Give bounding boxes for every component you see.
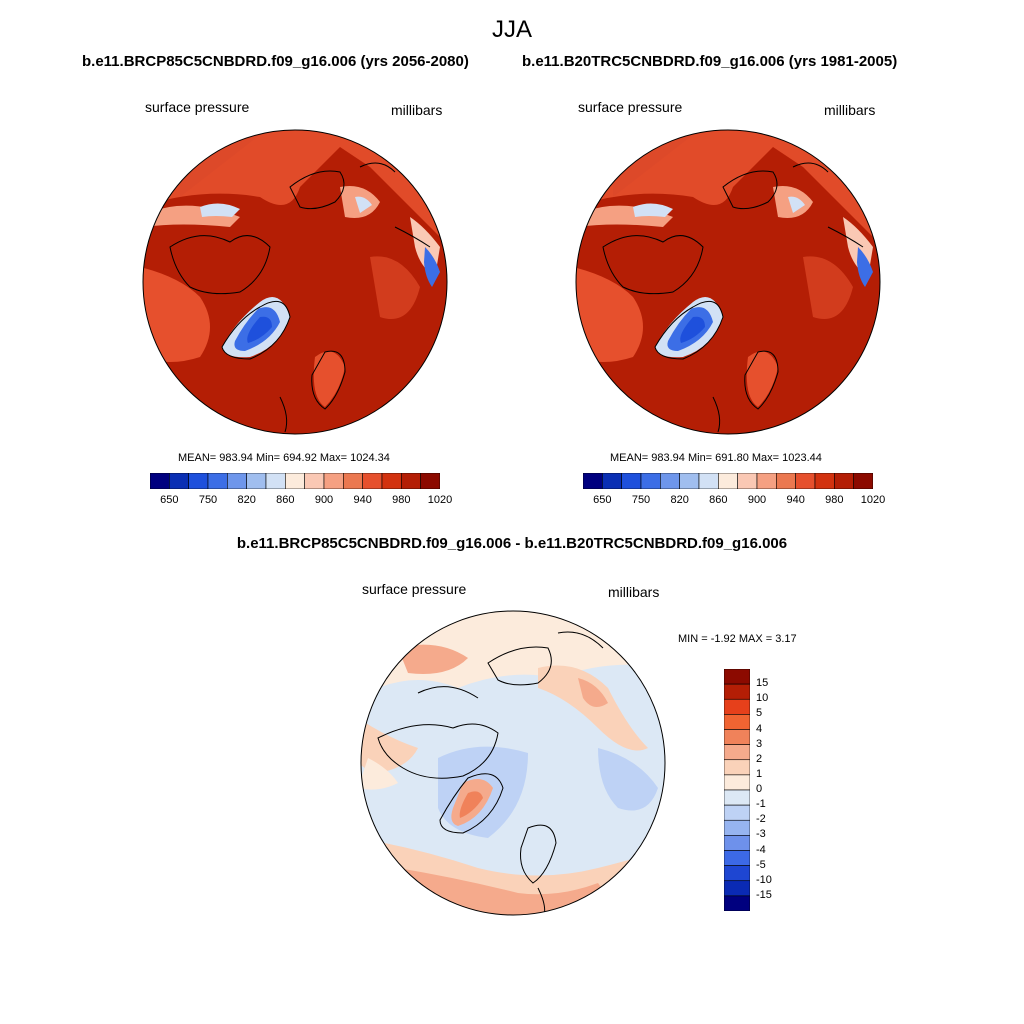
- colorbar-swatch: [602, 473, 622, 489]
- panel-3-stats: MIN = -1.92 MAX = 3.17: [678, 633, 797, 645]
- panel-3-colorbar-labels: 15 10 5 4 3 2 1 0 -1 -2 -3 -4 -5 -10 -15: [756, 669, 796, 911]
- colorbar-swatch: [724, 759, 750, 776]
- panel-2-polar-map: [575, 129, 881, 435]
- colorbar-swatch: [776, 473, 796, 489]
- colorbar-swatch: [640, 473, 661, 489]
- colorbar-swatch: [724, 744, 750, 761]
- colorbar-tick-label: 0: [756, 783, 763, 795]
- colorbar-tick-label: 2: [756, 752, 763, 765]
- panel-3-variable-label: surface pressure: [362, 581, 467, 597]
- colorbar-swatch: [834, 473, 854, 489]
- colorbar-swatch: [304, 473, 325, 489]
- panel-2-colorbar: [583, 473, 873, 489]
- panel-3-colorbar: [724, 669, 750, 911]
- panel-3-units-label: millibars: [608, 584, 660, 600]
- colorbar-tick-label: 1020: [427, 494, 453, 506]
- colorbar-tick-label: -1: [756, 798, 766, 811]
- colorbar-tick-label: 10: [756, 692, 769, 705]
- colorbar-swatch: [724, 865, 750, 882]
- colorbar-swatch: [265, 473, 286, 489]
- colorbar-tick-label: 900: [747, 494, 767, 506]
- colorbar-swatch: [724, 880, 750, 897]
- panel-3-title: b.e11.BRCP85C5CNBDRD.f09_g16.006 - b.e11…: [236, 535, 788, 552]
- colorbar-tick-label: 940: [353, 494, 372, 506]
- colorbar-tick-label: 820: [670, 494, 689, 506]
- colorbar-tick-label: 980: [825, 494, 844, 506]
- panel-2-units-label: millibars: [824, 102, 876, 118]
- colorbar-swatch: [756, 473, 777, 489]
- colorbar-tick-label: 750: [198, 494, 218, 506]
- colorbar-tick-label: -10: [756, 873, 772, 886]
- colorbar-swatch: [724, 729, 750, 745]
- colorbar-swatch: [207, 473, 228, 489]
- colorbar-swatch: [724, 698, 750, 715]
- figure-title: JJA: [491, 16, 532, 43]
- panel-1-colorbar-labels: 650 750 820 860 900 940 980 1020: [150, 494, 452, 508]
- colorbar-swatch: [724, 835, 750, 851]
- colorbar-swatch: [724, 895, 750, 911]
- colorbar-tick-label: 650: [160, 494, 179, 506]
- colorbar-swatch: [285, 473, 305, 489]
- colorbar-swatch: [814, 473, 835, 489]
- colorbar-swatch: [401, 473, 421, 489]
- colorbar-swatch: [420, 473, 440, 489]
- panel-3-polar-map: [360, 610, 666, 916]
- colorbar-swatch: [343, 473, 363, 489]
- panel-2-stats: MEAN= 983.94 Min= 691.80 Max= 1023.44: [610, 452, 822, 464]
- colorbar-swatch: [169, 473, 189, 489]
- panel-2-variable-label: surface pressure: [578, 99, 683, 115]
- colorbar-swatch: [381, 473, 402, 489]
- colorbar-tick-label: 5: [756, 707, 763, 720]
- colorbar-swatch: [698, 473, 719, 489]
- colorbar-tick-label: 980: [392, 494, 411, 506]
- panel-1-stats: MEAN= 983.94 Min= 694.92 Max= 1024.34: [178, 452, 390, 464]
- panel-2-title: b.e11.B20TRC5CNBDRD.f09_g16.006 (yrs 198…: [522, 53, 898, 70]
- colorbar-swatch: [724, 850, 750, 866]
- panel-1-units-label: millibars: [391, 102, 443, 118]
- colorbar-swatch: [724, 789, 750, 806]
- panel-1-colorbar: [150, 473, 440, 489]
- colorbar-tick-label: -5: [756, 858, 766, 871]
- panel-1-polar-map: [142, 129, 448, 435]
- colorbar-tick-label: 650: [593, 494, 612, 506]
- colorbar-tick-label: 860: [709, 494, 728, 506]
- colorbar-swatch: [227, 473, 247, 489]
- colorbar-swatch: [724, 714, 750, 730]
- colorbar-tick-label: 940: [786, 494, 805, 506]
- colorbar-swatch: [362, 473, 383, 489]
- colorbar-tick-label: -15: [756, 888, 772, 901]
- colorbar-tick-label: 1: [756, 767, 763, 780]
- colorbar-swatch: [718, 473, 738, 489]
- colorbar-swatch: [660, 473, 680, 489]
- colorbar-swatch: [188, 473, 209, 489]
- colorbar-tick-label: 4: [756, 722, 763, 735]
- colorbar-swatch: [724, 804, 750, 821]
- panel-2-colorbar-labels: 650 750 820 860 900 940 980 1020: [583, 494, 885, 508]
- colorbar-swatch: [323, 473, 344, 489]
- colorbar-swatch: [724, 774, 750, 791]
- colorbar-swatch: [853, 473, 873, 489]
- colorbar-tick-label: -2: [756, 813, 766, 826]
- colorbar-swatch: [583, 473, 603, 489]
- colorbar-tick-label: 900: [314, 494, 334, 506]
- colorbar-tick-label: 3: [756, 737, 763, 750]
- colorbar-swatch: [724, 683, 750, 700]
- colorbar-swatch: [621, 473, 642, 489]
- colorbar-swatch: [150, 473, 170, 489]
- colorbar-tick-label: 860: [276, 494, 295, 506]
- panel-1-variable-label: surface pressure: [145, 99, 250, 115]
- colorbar-swatch: [795, 473, 816, 489]
- colorbar-tick-label: 750: [631, 494, 651, 506]
- colorbar-tick-label: 15: [756, 677, 769, 690]
- colorbar-tick-label: 1020: [860, 494, 886, 506]
- colorbar-swatch: [246, 473, 267, 489]
- colorbar-swatch: [737, 473, 758, 489]
- colorbar-tick-label: 820: [237, 494, 256, 506]
- colorbar-swatch: [724, 819, 750, 836]
- panel-1-title: b.e11.BRCP85C5CNBDRD.f09_g16.006 (yrs 20…: [82, 53, 469, 70]
- colorbar-tick-label: -4: [756, 843, 766, 856]
- colorbar-tick-label: -3: [756, 828, 766, 841]
- colorbar-swatch: [724, 669, 750, 685]
- colorbar-swatch: [679, 473, 700, 489]
